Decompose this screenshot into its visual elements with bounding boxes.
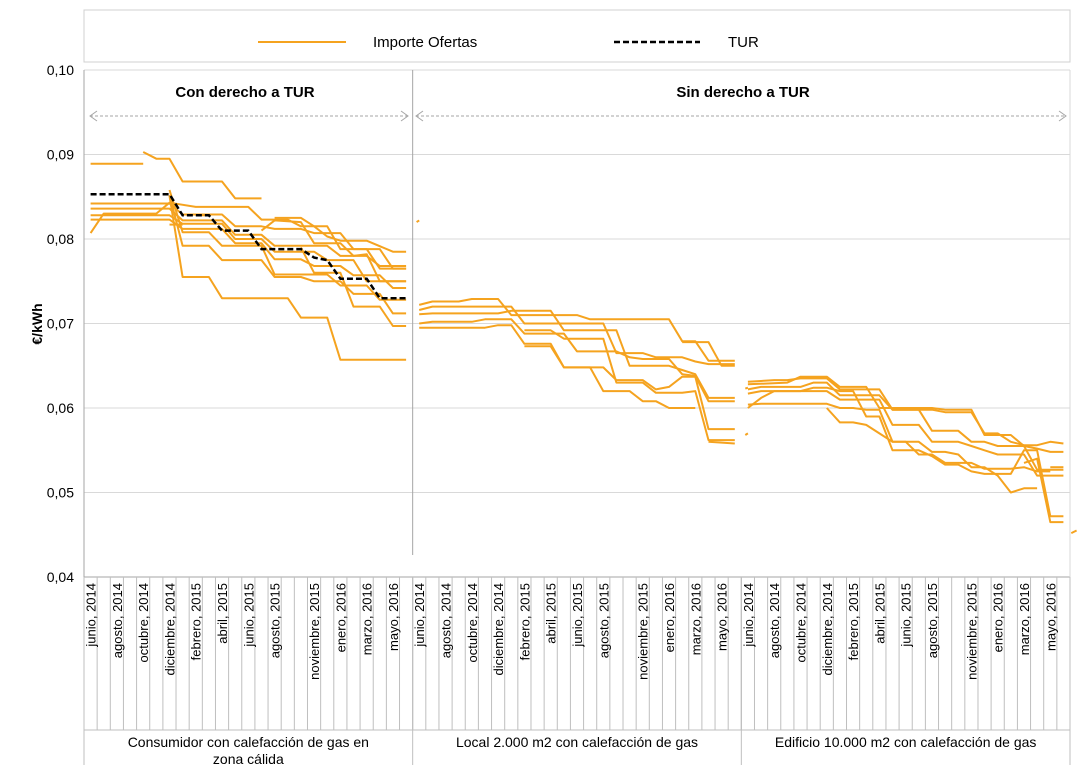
x-tick-label: agosto, 2015	[268, 583, 283, 658]
offer-line	[300, 247, 407, 327]
offer-line	[168, 194, 407, 315]
x-tick-label: abril, 2015	[872, 583, 887, 644]
y-tick-label: 0,10	[47, 62, 74, 78]
group-label-con-tur: Con derecho a TUR	[175, 84, 314, 101]
x-tick-label: agosto, 2014	[439, 583, 454, 658]
offer-line	[1023, 457, 1064, 524]
range-arrow-sin-tur	[415, 110, 1067, 122]
legend-box	[83, 9, 1071, 63]
y-axis-ticks: 0,04 0,05 0,06 0,07 0,08 0,09 0,10	[47, 62, 74, 585]
x-tick-label: diciembre, 2014	[163, 583, 178, 676]
x-tick-label: octubre, 2014	[465, 583, 480, 663]
x-axis-tick-labels: junio, 2014 agosto, 2014 octubre, 2014 dici…	[83, 577, 1071, 730]
offer-line	[747, 375, 1064, 453]
x-tick-label: febrero, 2015	[517, 583, 532, 660]
tur-line	[90, 192, 407, 300]
offer-line	[90, 218, 407, 289]
category-boxes: Consumidor con calefacción de gas enzona…	[83, 577, 1071, 765]
offer-line	[524, 329, 735, 442]
series-lines	[89, 151, 1078, 534]
offer-line	[826, 407, 1038, 494]
legend-offers-label: Importe Ofertas	[373, 34, 477, 51]
offer-line	[416, 219, 420, 223]
x-tick-label: junio, 2015	[570, 583, 585, 648]
offer-line	[168, 195, 407, 361]
y-tick-label: 0,09	[47, 147, 74, 163]
offer-line	[419, 309, 735, 399]
y-tick-label: 0,05	[47, 485, 74, 501]
y-tick-label: 0,08	[47, 231, 74, 247]
x-tick-label: marzo, 2016	[360, 583, 375, 655]
offer-line	[524, 345, 696, 409]
x-tick-label: diciembre, 2014	[491, 583, 506, 676]
offer-line	[419, 324, 735, 431]
category-label: Edificio 10.000 m2 con calefacción de ga…	[775, 734, 1037, 750]
x-tick-label: junio, 2015	[899, 583, 914, 648]
x-tick-label: junio, 2015	[241, 583, 256, 648]
offer-line	[89, 201, 407, 253]
x-tick-label: febrero, 2015	[189, 583, 204, 660]
offer-line	[419, 318, 735, 403]
x-tick-label: marzo, 2016	[1017, 583, 1032, 655]
x-tick-label: enero, 2016	[662, 583, 677, 652]
x-tick-label: octubre, 2014	[794, 583, 809, 663]
y-tick-label: 0,07	[47, 316, 74, 332]
x-tick-label: diciembre, 2014	[820, 583, 835, 676]
x-tick-label: enero, 2016	[333, 583, 348, 652]
x-tick-label: noviembre, 2015	[964, 583, 979, 680]
x-tick-label: marzo, 2016	[688, 583, 703, 655]
legend-tur-label: TUR	[728, 34, 759, 51]
x-tick-label: junio, 2014	[84, 583, 99, 648]
y-tick-label: 0,06	[47, 400, 74, 416]
offer-line	[744, 386, 749, 390]
category-label: zona cálida	[213, 751, 284, 765]
offer-line	[274, 216, 407, 270]
x-tick-label: mayo, 2016	[386, 583, 401, 651]
offer-line	[747, 386, 1064, 518]
x-tick-label: mayo, 2016	[1043, 583, 1058, 651]
x-tick-label: enero, 2016	[991, 583, 1006, 652]
x-tick-label: octubre, 2014	[136, 583, 151, 663]
y-tick-label: 0,04	[47, 569, 74, 585]
offer-line	[90, 207, 407, 267]
x-tick-label: junio, 2014	[741, 583, 756, 648]
x-tick-label: agosto, 2014	[767, 583, 782, 658]
offer-line	[168, 189, 407, 301]
x-tick-label: agosto, 2015	[596, 583, 611, 658]
offer-line	[747, 381, 1064, 471]
offer-line	[682, 341, 735, 367]
category-label: Consumidor con calefacción de gas en	[128, 734, 369, 750]
group-label-sin-tur: Sin derecho a TUR	[676, 84, 810, 101]
offer-line	[744, 432, 749, 436]
offer-line	[260, 219, 407, 283]
offer-line	[142, 151, 262, 200]
x-tick-label: junio, 2014	[412, 583, 427, 648]
x-tick-label: agosto, 2014	[110, 583, 125, 658]
offer-line	[708, 440, 735, 445]
x-tick-label: agosto, 2015	[925, 583, 940, 658]
x-tick-label: mayo, 2016	[715, 583, 730, 651]
category-label: Local 2.000 m2 con calefacción de gas	[456, 734, 698, 750]
x-tick-label: abril, 2015	[544, 583, 559, 644]
x-tick-label: noviembre, 2015	[307, 583, 322, 680]
y-axis-title: €/kWh	[29, 303, 45, 344]
offer-line	[1070, 529, 1078, 534]
x-tick-label: abril, 2015	[215, 583, 230, 644]
plot-frame	[83, 70, 1071, 578]
range-arrow-con-tur	[89, 110, 409, 122]
offer-line	[747, 377, 1064, 447]
offer-line	[747, 390, 1064, 477]
x-tick-label: febrero, 2015	[846, 583, 861, 660]
x-tick-label: noviembre, 2015	[636, 583, 651, 680]
offer-line	[418, 305, 735, 366]
